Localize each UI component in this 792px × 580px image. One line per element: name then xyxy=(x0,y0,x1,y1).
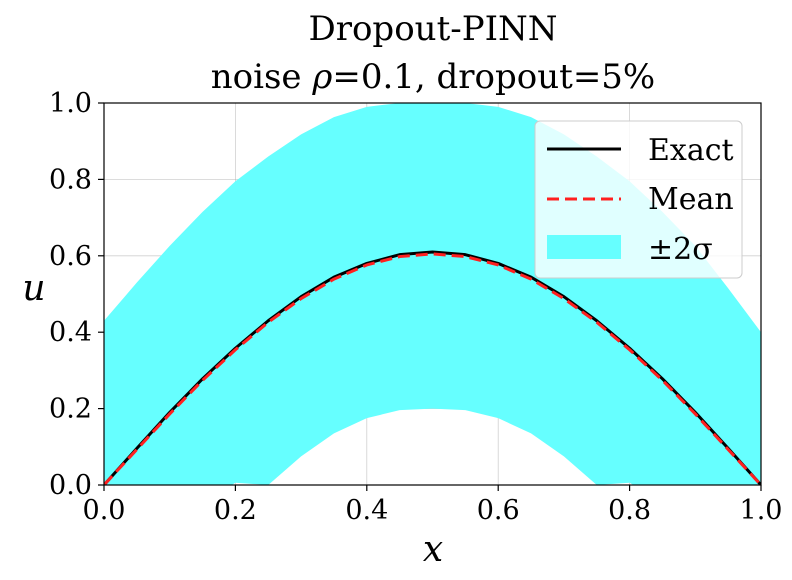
x-tick-label-0: 0.0 xyxy=(83,495,126,526)
x-tick-label-2: 0.4 xyxy=(345,495,388,526)
x-tick-label-4: 0.8 xyxy=(608,495,651,526)
y-tick-label-4: 0.8 xyxy=(49,164,92,195)
x-tick-label-1: 0.2 xyxy=(214,495,257,526)
x-tick-label-5: 1.0 xyxy=(740,495,783,526)
chart-title: Dropout-PINN xyxy=(308,9,557,49)
mean-line xyxy=(104,252,761,485)
legend-band-label: ±2σ xyxy=(648,232,713,267)
series-lines xyxy=(104,250,761,485)
x-axis-label: x xyxy=(423,529,443,570)
legend-mean-label: Mean xyxy=(648,182,734,217)
y-tick-label-3: 0.6 xyxy=(49,241,92,272)
legend-band-swatch xyxy=(547,235,621,259)
y-tick-label-2: 0.4 xyxy=(49,317,92,348)
exact-line xyxy=(104,250,761,485)
axes xyxy=(103,102,762,486)
ticks: 0.0 0.2 0.4 0.6 0.8 1.0 0.0 0.2 0.4 0.6 0.8 1.0 xyxy=(49,88,782,526)
legend-exact-label: Exact xyxy=(648,133,734,168)
y-tick-label-0: 0.0 xyxy=(49,470,92,501)
y-tick-label-1: 0.2 xyxy=(49,394,92,425)
legend: Exact Mean ±2σ xyxy=(534,120,743,279)
y-tick-label-5: 1.0 xyxy=(49,88,92,119)
y-axis-label: u xyxy=(22,268,45,309)
x-tick-label-3: 0.6 xyxy=(477,495,520,526)
chart-subtitle: noise ρ=0.1, dropout=5% xyxy=(211,57,656,97)
plot-frame xyxy=(103,102,762,486)
